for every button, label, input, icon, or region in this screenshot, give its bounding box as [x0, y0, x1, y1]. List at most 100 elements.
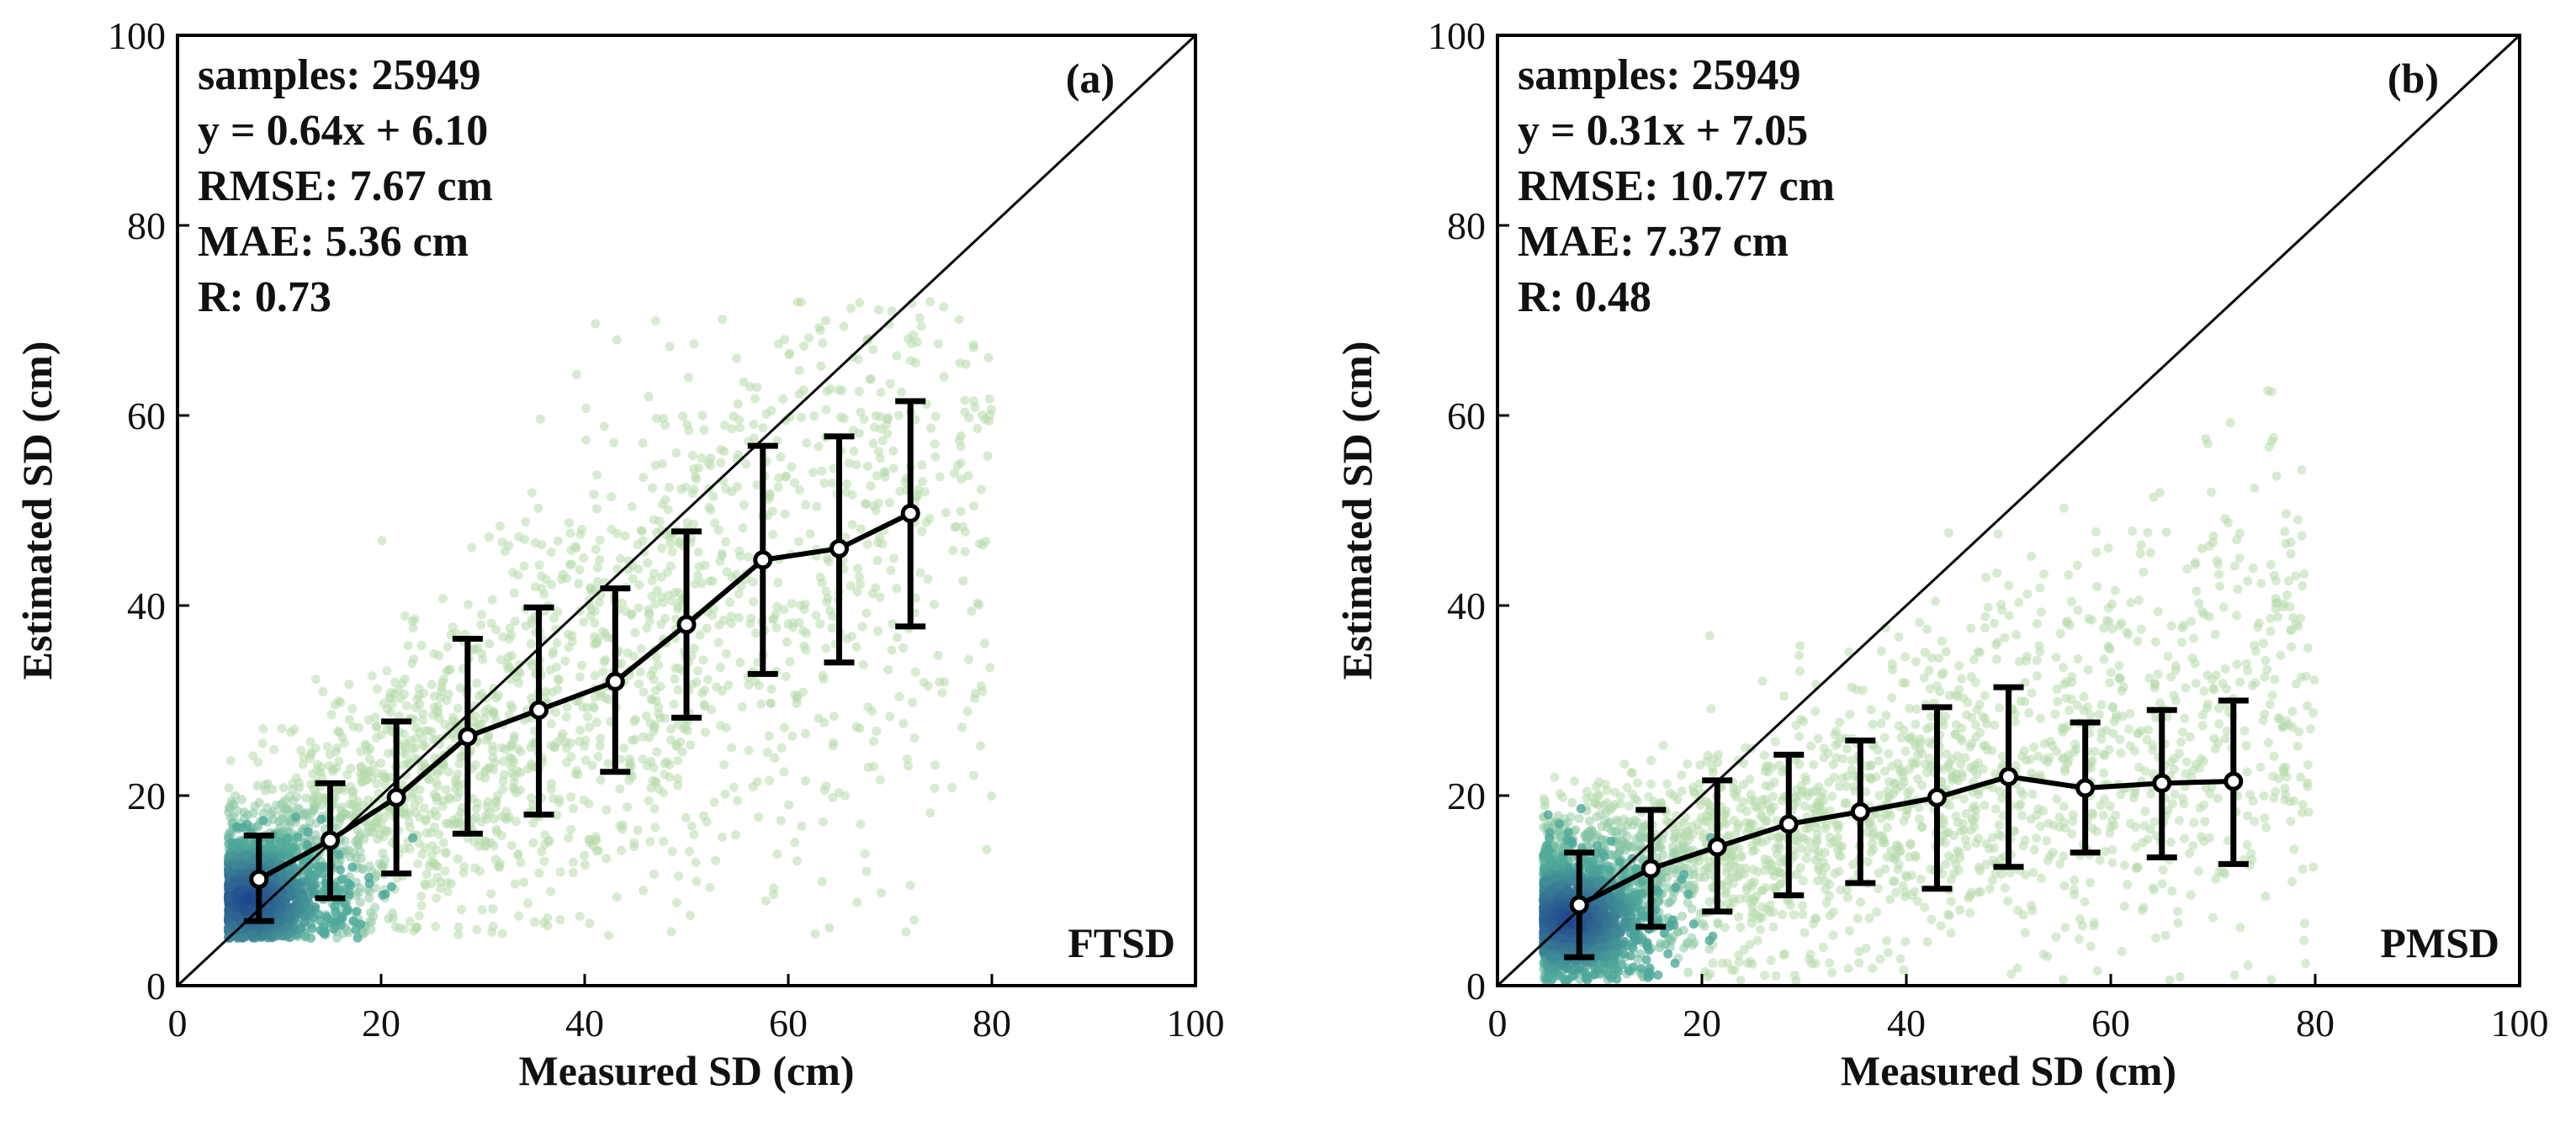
scatter-point — [272, 801, 281, 811]
scatter-point — [516, 768, 525, 778]
scatter-point — [734, 423, 745, 433]
scatter-point — [526, 639, 536, 649]
mean-point — [676, 615, 697, 635]
scatter-point — [414, 795, 424, 805]
scatter-point — [416, 891, 427, 901]
scatter-point — [474, 691, 484, 701]
scatter-point — [620, 531, 630, 541]
scatter-point — [298, 811, 308, 821]
scatter-point — [708, 576, 718, 586]
scatter-point — [2105, 801, 2115, 812]
scatter-point — [2091, 526, 2101, 537]
scatter-point — [963, 471, 973, 481]
scatter-point — [2149, 817, 2160, 827]
scatter-point — [650, 316, 660, 325]
scatter-point — [1983, 602, 1993, 612]
scatter-point — [1894, 632, 1904, 642]
scatter-point — [2064, 570, 2074, 580]
scatter-point — [2105, 678, 2115, 688]
scatter-point — [1746, 790, 1756, 800]
scatter-point — [1778, 910, 1788, 919]
scatter-point — [266, 809, 276, 819]
scatter-point — [842, 479, 852, 489]
scatter-point — [2222, 684, 2232, 694]
scatter-point — [2043, 952, 2052, 961]
scatter-point — [839, 414, 849, 424]
scatter-point — [2096, 700, 2107, 710]
scatter-point — [234, 886, 244, 897]
scatter-point — [892, 584, 902, 594]
scatter-point — [504, 710, 514, 720]
scatter-point — [377, 536, 387, 546]
scatter-point — [407, 616, 417, 627]
scatter-point — [2144, 725, 2153, 735]
scatter-point — [2197, 543, 2207, 553]
scatter-point — [489, 814, 499, 824]
scatter-point — [784, 800, 794, 810]
scatter-point — [318, 686, 328, 696]
scatter-point — [590, 670, 600, 680]
scatter-point — [455, 683, 465, 693]
scatter-point — [957, 722, 967, 733]
scatter-point — [2280, 526, 2290, 537]
scatter-point — [2153, 606, 2163, 616]
scatter-point — [870, 422, 880, 432]
scatter-point — [2270, 674, 2280, 685]
scatter-point — [711, 855, 721, 865]
scatter-point — [303, 840, 312, 849]
scatter-point — [650, 823, 660, 833]
scatter-point — [2059, 801, 2069, 812]
scatter-point — [1946, 897, 1956, 907]
scatter-point — [784, 350, 794, 360]
scatter-point — [355, 897, 365, 907]
scatter-point — [961, 359, 971, 369]
scatter-point — [1898, 881, 1908, 891]
scatter-point — [867, 706, 877, 716]
scatter-point — [717, 832, 727, 842]
scatter-point — [787, 731, 798, 741]
scatter-point — [780, 335, 790, 345]
scatter-point — [443, 878, 453, 888]
scatter-point — [592, 470, 602, 480]
scatter-point — [633, 603, 644, 613]
scatter-point — [453, 854, 463, 864]
scatter-point — [1891, 785, 1901, 795]
scatter-point — [699, 425, 709, 435]
scatter-point — [2292, 741, 2303, 751]
scatter-point — [630, 734, 639, 744]
scatter-point — [1852, 913, 1863, 923]
scatter-point — [1739, 780, 1748, 790]
scatter-point — [2298, 864, 2308, 874]
scatter-point — [713, 637, 724, 648]
scatter-point — [586, 611, 596, 621]
scatter-point — [1681, 812, 1690, 823]
scatter-point — [815, 619, 825, 629]
scatter-point — [551, 707, 561, 717]
scatter-point — [933, 339, 943, 349]
scatter-point — [781, 671, 791, 681]
scatter-point — [414, 690, 424, 701]
scatter-point — [960, 407, 970, 417]
scatter-point — [2070, 739, 2080, 749]
scatter-point — [2303, 701, 2312, 711]
scatter-point — [702, 623, 712, 633]
scatter-point — [1798, 875, 1808, 886]
scatter-point — [498, 632, 508, 642]
scatter-point — [2048, 848, 2058, 858]
mean-point — [529, 700, 549, 720]
scatter-point — [873, 626, 883, 636]
scatter-point — [601, 655, 611, 665]
scatter-point — [558, 729, 568, 738]
scatter-point — [1896, 733, 1906, 743]
scatter-point — [1872, 907, 1882, 917]
mean-point — [900, 503, 920, 523]
scatter-point — [1957, 736, 1967, 746]
scatter-point — [727, 743, 737, 753]
scatter-point — [822, 553, 832, 563]
scatter-point — [2289, 844, 2299, 854]
scatter-point — [776, 452, 786, 462]
scatter-point — [779, 767, 789, 777]
scatter-point — [732, 353, 742, 363]
scatter-point — [283, 833, 293, 844]
scatter-point — [788, 622, 798, 632]
